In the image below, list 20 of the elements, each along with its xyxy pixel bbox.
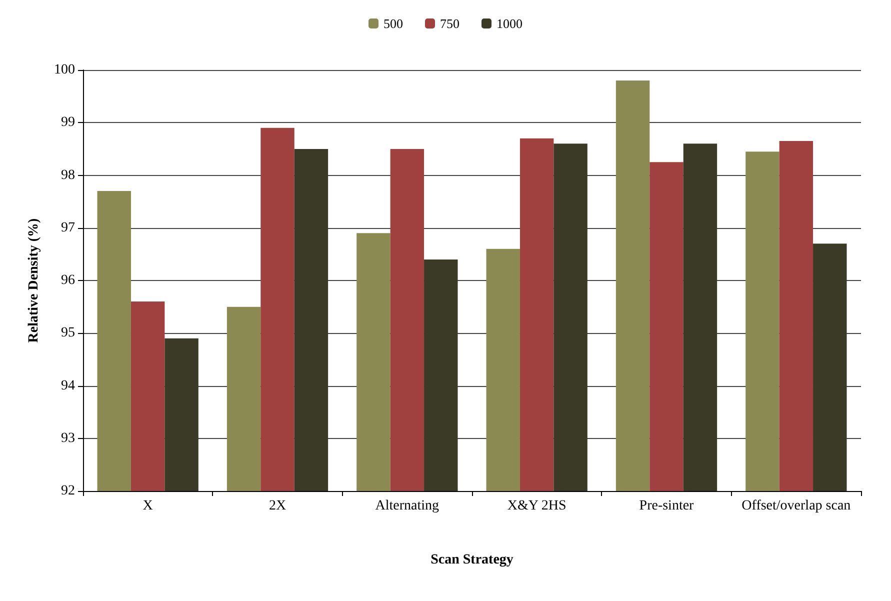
y-axis-title: Relative Density (%) (26, 218, 42, 343)
y-tick-label: 95 (61, 326, 75, 341)
x-axis-title: Scan Strategy (430, 552, 514, 568)
y-tick-label: 99 (61, 115, 75, 130)
x-tick-label: Offset/overlap scan (742, 498, 851, 514)
y-tick-label: 96 (61, 273, 75, 288)
legend-label: 750 (440, 16, 460, 31)
x-tick-label: X&Y 2HS (507, 498, 566, 514)
legend-label: 1000 (496, 16, 522, 31)
legend-label: 500 (384, 16, 403, 31)
y-tick-label: 92 (61, 484, 75, 498)
y-tick-label: 93 (61, 430, 75, 446)
x-tick-label: Alternating (375, 498, 440, 514)
y-tick-label: 97 (61, 220, 75, 236)
y-tick-label: 98 (61, 168, 75, 183)
y-tick-label: 100 (54, 62, 75, 78)
x-tick-label: X (142, 498, 153, 514)
x-tick-label: Pre-sinter (639, 498, 694, 514)
x-tick-label: 2X (268, 498, 286, 514)
y-tick-label: 94 (61, 378, 75, 394)
